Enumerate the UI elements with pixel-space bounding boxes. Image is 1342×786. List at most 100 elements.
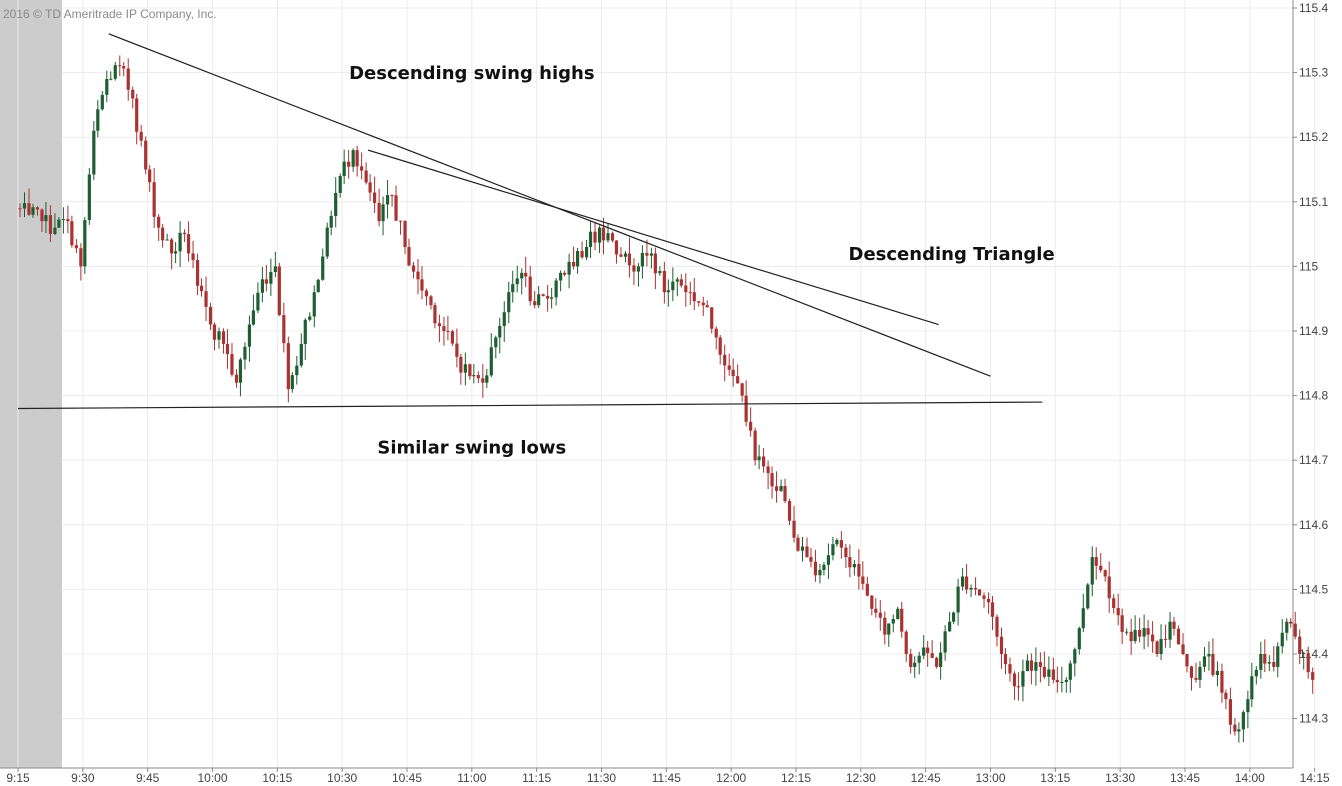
candle-body xyxy=(753,430,757,461)
candle-body xyxy=(826,555,831,565)
candle-body xyxy=(381,204,385,222)
candle-body xyxy=(455,343,459,357)
price-tick-label: 114.3 xyxy=(1299,712,1328,726)
candle-body xyxy=(710,307,714,329)
candle-body xyxy=(524,272,528,277)
candle-body xyxy=(1125,631,1129,633)
candle-body xyxy=(1298,636,1302,654)
candle-body xyxy=(675,279,679,282)
candle-body xyxy=(904,631,908,654)
candle-body xyxy=(679,279,683,286)
candle-body xyxy=(157,216,161,228)
candle-body xyxy=(1233,724,1237,732)
candle-body xyxy=(874,608,878,613)
candle-body xyxy=(144,140,148,170)
candle-body xyxy=(407,247,411,266)
candle-body xyxy=(562,272,567,275)
candle-body xyxy=(960,576,965,587)
time-tick-label: 12:00 xyxy=(716,771,746,785)
candle-body xyxy=(100,94,104,110)
candle-body xyxy=(567,261,571,275)
candle-body xyxy=(649,253,653,256)
candle-body xyxy=(96,109,100,131)
candle-body xyxy=(186,234,191,254)
candle-body xyxy=(459,356,463,373)
time-tick-label: 14:15 xyxy=(1300,771,1330,785)
price-tick-label: 114.4 xyxy=(1299,647,1328,661)
candle-body xyxy=(173,251,178,254)
candle-body xyxy=(66,219,70,222)
candle-body xyxy=(161,227,165,241)
candle-body xyxy=(930,653,934,658)
candle-body xyxy=(662,270,666,293)
price-tick-label: 114.7 xyxy=(1299,453,1328,467)
candle-body xyxy=(1047,669,1051,677)
candle-body xyxy=(835,540,839,545)
candle-body xyxy=(1280,632,1284,647)
candle-body xyxy=(234,374,239,383)
candle-body xyxy=(515,278,519,285)
candle-body xyxy=(489,347,493,376)
candle-body xyxy=(839,540,843,548)
candle-body xyxy=(714,328,718,338)
candle-body xyxy=(554,280,558,298)
candle-body xyxy=(977,589,982,596)
candle-body xyxy=(1224,692,1228,700)
candle-body xyxy=(74,245,78,249)
candle-body xyxy=(113,65,117,79)
candle-body xyxy=(338,175,342,193)
copyright-text: 2016 © TD Ameritrade IP Company, Inc. xyxy=(3,7,217,21)
candle-body xyxy=(364,170,368,183)
candle-body xyxy=(277,266,281,316)
candle-body xyxy=(1068,663,1072,680)
candle-body xyxy=(1008,664,1012,674)
candle-body xyxy=(1172,621,1176,629)
candle-body xyxy=(935,657,939,667)
candle-body xyxy=(1060,682,1064,684)
candle-body xyxy=(740,383,744,396)
candle-body xyxy=(1003,654,1008,665)
annotation-label: Similar swing lows xyxy=(377,438,566,459)
candle-body xyxy=(1055,679,1059,683)
candle-body xyxy=(247,324,252,347)
candle-body xyxy=(256,292,260,311)
candle-body xyxy=(139,131,143,141)
candle-body xyxy=(1086,584,1090,609)
candle-body xyxy=(105,79,109,95)
candle-body xyxy=(909,653,913,667)
candle-body xyxy=(1133,629,1137,642)
candle-body xyxy=(1250,676,1254,700)
candle-body xyxy=(926,647,930,654)
candle-body xyxy=(636,266,641,272)
candle-body xyxy=(1034,662,1038,671)
time-tick-label: 11:15 xyxy=(522,771,551,785)
secondary-resistance-line xyxy=(367,149,939,326)
candle-body xyxy=(372,192,377,203)
candle-body xyxy=(1228,699,1232,725)
candle-body xyxy=(731,369,735,377)
candle-body xyxy=(1081,608,1085,629)
time-tick-label: 10:30 xyxy=(327,771,357,785)
candle-body xyxy=(1285,621,1289,633)
candle-body xyxy=(321,256,325,280)
candles xyxy=(18,55,1315,743)
annotations: Descending swing highs Descending Triangl… xyxy=(349,63,1055,459)
candle-body xyxy=(956,586,960,613)
price-tick-label: 114.6 xyxy=(1299,518,1328,532)
candle-body xyxy=(334,192,338,216)
candle-body xyxy=(645,253,649,256)
candle-body xyxy=(1202,656,1207,667)
candle-body xyxy=(31,207,35,215)
candle-body xyxy=(22,203,27,209)
candle-body xyxy=(951,612,956,622)
candle-body xyxy=(588,231,593,248)
candle-body xyxy=(1276,646,1280,667)
candle-body xyxy=(485,375,489,383)
candle-body xyxy=(468,364,472,377)
candle-body xyxy=(494,337,498,348)
candle-body xyxy=(1302,652,1306,654)
candle-body xyxy=(212,324,217,340)
candle-body xyxy=(498,325,502,338)
candle-body xyxy=(779,486,783,491)
candle-body xyxy=(878,612,882,618)
